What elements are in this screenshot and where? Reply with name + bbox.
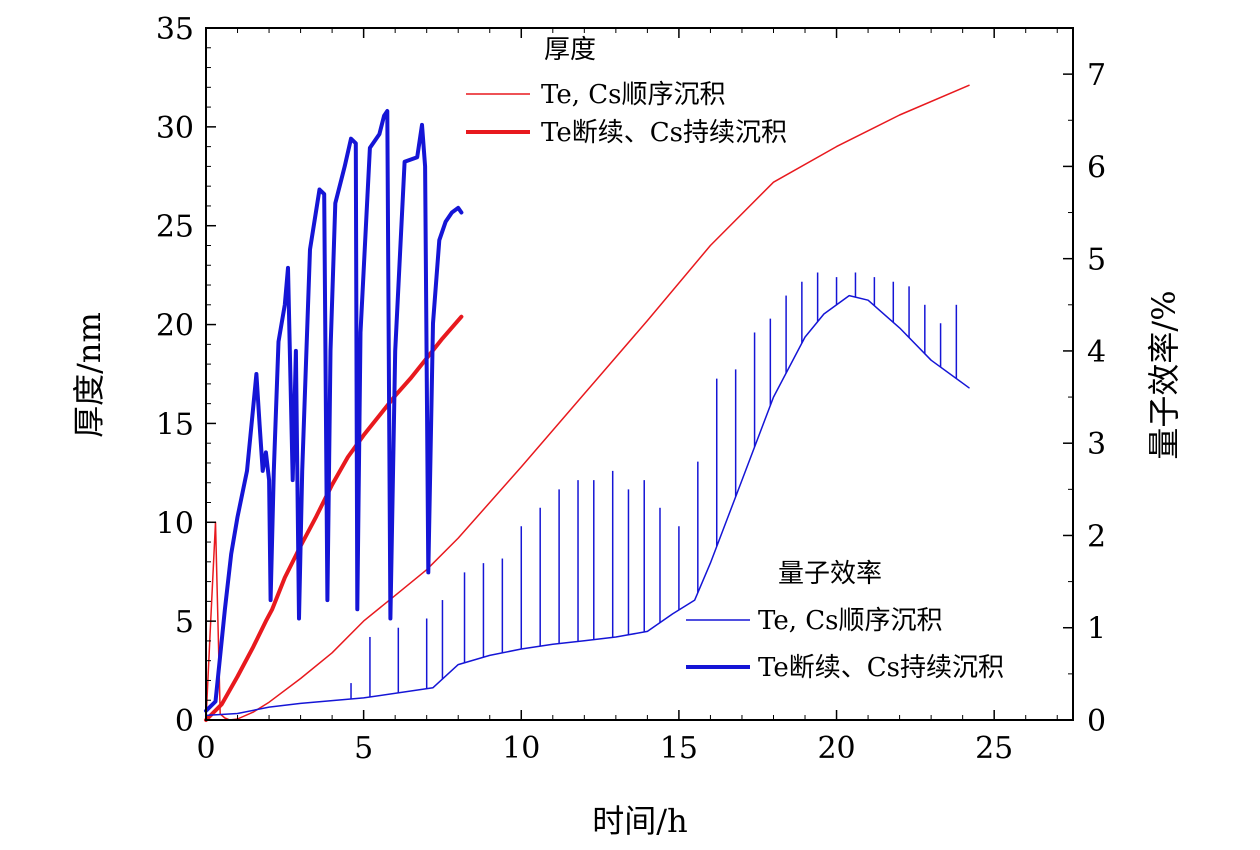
y-left-tick-label: 5 (175, 605, 194, 640)
y-left-tick-label: 35 (156, 12, 194, 47)
y-right-tick-label: 2 (1087, 519, 1106, 554)
legend-thickness-label-1: Te, Cs顺序沉积 (541, 80, 725, 110)
series-layer (204, 84, 970, 722)
x-tick-label: 15 (660, 731, 698, 766)
y-left-axis-title: 厚度/nm (70, 312, 108, 438)
legend-thickness-label-2: Te断续、Cs持续沉积 (541, 118, 787, 148)
y-right-tick-label: 0 (1087, 704, 1106, 739)
y-right-tick-label: 1 (1087, 612, 1106, 647)
series-line-qe-thin (205, 294, 970, 717)
legend-qe-label-2: Te断续、Cs持续沉积 (758, 653, 1004, 683)
y-left-tick-label: 10 (156, 506, 194, 541)
y-right-tick-label: 6 (1087, 150, 1106, 185)
x-tick-label: 5 (354, 731, 373, 766)
series-line-thickness-thin (205, 84, 970, 721)
y-left-tick-label: 0 (175, 704, 194, 739)
y-right-tick-label: 3 (1087, 427, 1106, 462)
legend-qe-label-1: Te, Cs顺序沉积 (758, 606, 942, 636)
x-axis-title: 时间/h (592, 802, 687, 840)
x-tick-label: 0 (196, 731, 215, 766)
x-tick-label: 10 (502, 731, 540, 766)
labels-layer: 0 5 10 15 20 25 0 5 10 15 20 25 30 35 0 1 2 3 4 5 6 7 (156, 12, 1106, 766)
y-right-tick-label: 4 (1087, 335, 1106, 370)
legend-thickness-title: 厚度 (544, 35, 596, 65)
plot-frame (205, 27, 1074, 721)
legend-thickness: 厚度 Te, Cs顺序沉积 Te断续、Cs持续沉积 (466, 35, 787, 148)
y-left-tick-label: 15 (156, 407, 194, 442)
series-line-qe-thick (204, 109, 464, 713)
x-tick-label: 25 (975, 731, 1013, 766)
y-right-tick-label: 7 (1087, 58, 1106, 93)
y-left-tick-label: 20 (156, 309, 194, 344)
y-right-tick-label: 5 (1087, 243, 1106, 278)
series-line-thickness-thick (204, 314, 464, 722)
x-tick-label: 20 (817, 731, 855, 766)
y-left-tick-label: 30 (156, 111, 194, 146)
legend-qe: 量子效率 Te, Cs顺序沉积 Te断续、Cs持续沉积 (686, 559, 1004, 683)
y-left-tick-label: 25 (156, 210, 194, 245)
y-right-axis-title: 量子效率/% (1145, 290, 1183, 459)
legend-qe-title: 量子效率 (778, 559, 882, 589)
ticks-layer (205, 27, 1073, 721)
